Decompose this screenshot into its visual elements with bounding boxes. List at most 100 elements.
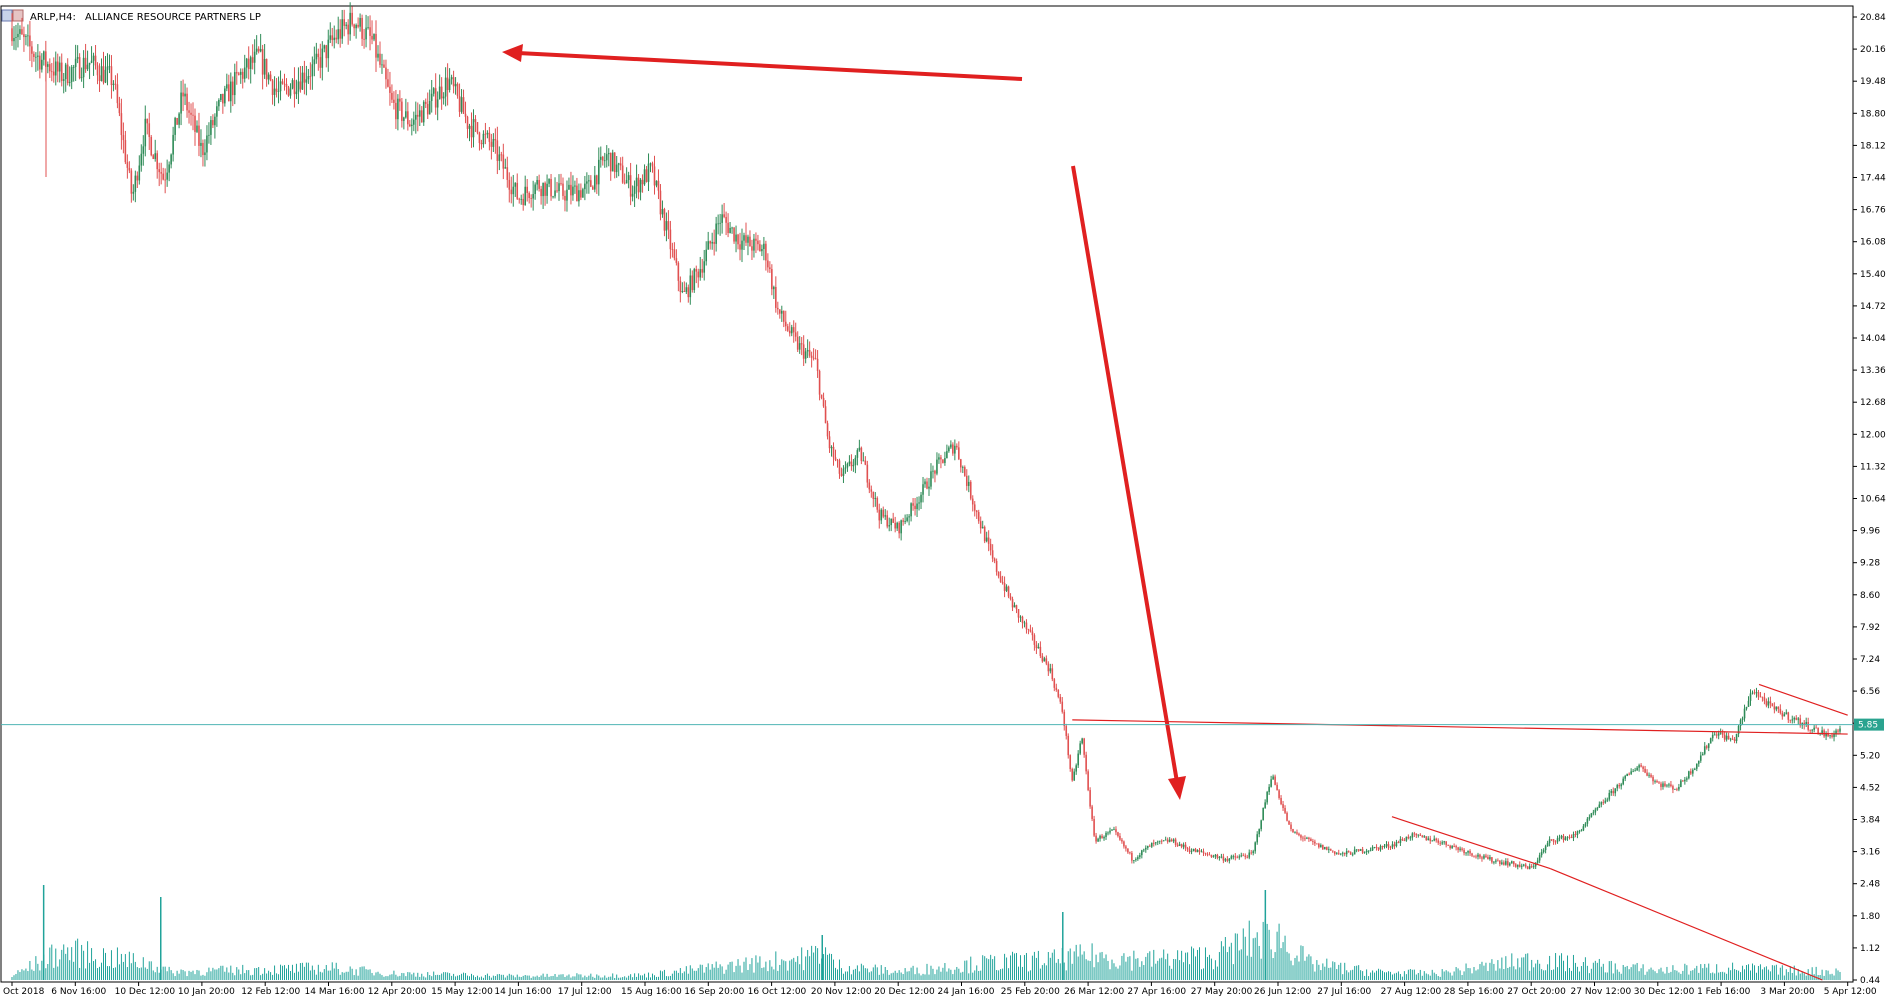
candle-body (1505, 861, 1507, 865)
candle-body (1600, 802, 1603, 805)
candle-body (542, 182, 544, 197)
candle-body (613, 152, 616, 173)
candle-body (220, 93, 222, 100)
candle-body (1399, 839, 1402, 843)
candle-body (1170, 839, 1173, 842)
candle-body (1270, 779, 1272, 787)
candle-body (1337, 852, 1340, 854)
candle-body (1592, 812, 1595, 814)
candle-body (1803, 722, 1806, 725)
candle-body (1099, 835, 1101, 839)
candle-body (1686, 778, 1688, 780)
candle-body (1411, 833, 1414, 838)
candle-body (237, 73, 240, 75)
candle-body (1007, 586, 1010, 597)
chart-header: ARLP,H4: ALLIANCE RESOURCE PARTNERS LP (1, 9, 261, 23)
candle-body (106, 66, 109, 70)
candle-body (761, 249, 763, 252)
trendline-descending-channel[interactable] (1391, 816, 1551, 870)
candle-body (1268, 786, 1270, 792)
candle-body (1479, 854, 1481, 858)
candle-body (43, 51, 45, 60)
candle-body (315, 53, 318, 60)
current-price-badge[interactable] (1854, 718, 1884, 731)
candle-body (1835, 730, 1837, 734)
candle-body (934, 470, 936, 474)
candle-body (705, 249, 708, 262)
candle-body (317, 53, 320, 58)
candle-body (365, 27, 367, 40)
candle-body (1385, 844, 1388, 846)
candle-body (1320, 844, 1322, 848)
candle-body (1208, 854, 1211, 856)
candle-body (1335, 852, 1338, 854)
candle-body (249, 57, 252, 70)
candle-body (922, 484, 924, 495)
x-tick-label: 12 Feb 12:00 (241, 987, 300, 997)
candle-body (307, 76, 310, 80)
candle-body (969, 481, 972, 499)
candle-body (524, 186, 526, 206)
candle-body (782, 310, 785, 322)
candle-body (1240, 855, 1243, 857)
trendline-upper-triangle[interactable] (1758, 683, 1848, 716)
candle-body (1604, 800, 1607, 803)
candle-body (856, 450, 859, 458)
candle-body (174, 117, 176, 135)
candle-body (1815, 727, 1817, 729)
candle-body (1644, 768, 1646, 773)
candle-body (206, 135, 208, 153)
y-tick-label: 18.80 (1860, 109, 1886, 119)
candle-body (323, 45, 326, 49)
candle-body (1594, 809, 1597, 813)
candle-body (86, 64, 89, 70)
trendline-descending-extension[interactable] (1549, 868, 1823, 981)
candle-body (389, 86, 391, 93)
candle-body (936, 459, 938, 474)
candle-body (717, 223, 719, 225)
x-tick-label: 15 May 12:00 (431, 987, 493, 997)
candle-body (1485, 855, 1487, 857)
candle-body (1377, 847, 1380, 850)
candle-body (967, 481, 970, 486)
candle-body (1449, 845, 1451, 849)
candle-body (657, 180, 660, 191)
trendline-support[interactable] (1072, 719, 1848, 735)
candle-body (363, 38, 365, 40)
candle-body (816, 358, 819, 371)
candle-body (1711, 734, 1714, 739)
candle-body (1172, 839, 1175, 842)
candle-body (76, 57, 79, 59)
candle-body (1807, 722, 1809, 730)
candle-body (420, 110, 423, 123)
y-tick-label: 0.44 (1860, 976, 1880, 986)
candle-body (1353, 849, 1356, 855)
candle-body (1292, 829, 1294, 833)
candle-body (1316, 843, 1318, 845)
candle-body (995, 561, 998, 572)
candle-body (98, 75, 101, 81)
candle-body (472, 119, 475, 138)
candle-body (1121, 839, 1123, 842)
candle-body (522, 198, 525, 206)
candle-body (649, 163, 652, 165)
candle-body (1753, 692, 1756, 694)
candle-body (1409, 837, 1412, 839)
candle-body (405, 111, 407, 118)
candle-body (1707, 743, 1710, 748)
chart-window-icon[interactable] (1, 9, 13, 22)
candle-body (603, 160, 606, 162)
candle-body (1538, 855, 1541, 861)
candle-body (1041, 655, 1044, 662)
x-tick-label: 3 Mar 20:00 (1760, 987, 1815, 997)
candle-body (930, 471, 932, 487)
annotation-arrowhead-left (502, 44, 523, 62)
candle-body (1158, 840, 1161, 842)
candle-body (226, 84, 228, 89)
candle-body (271, 80, 274, 95)
candle-body (1254, 842, 1257, 852)
candle-body (88, 62, 91, 65)
y-tick-label: 8.60 (1860, 591, 1880, 601)
